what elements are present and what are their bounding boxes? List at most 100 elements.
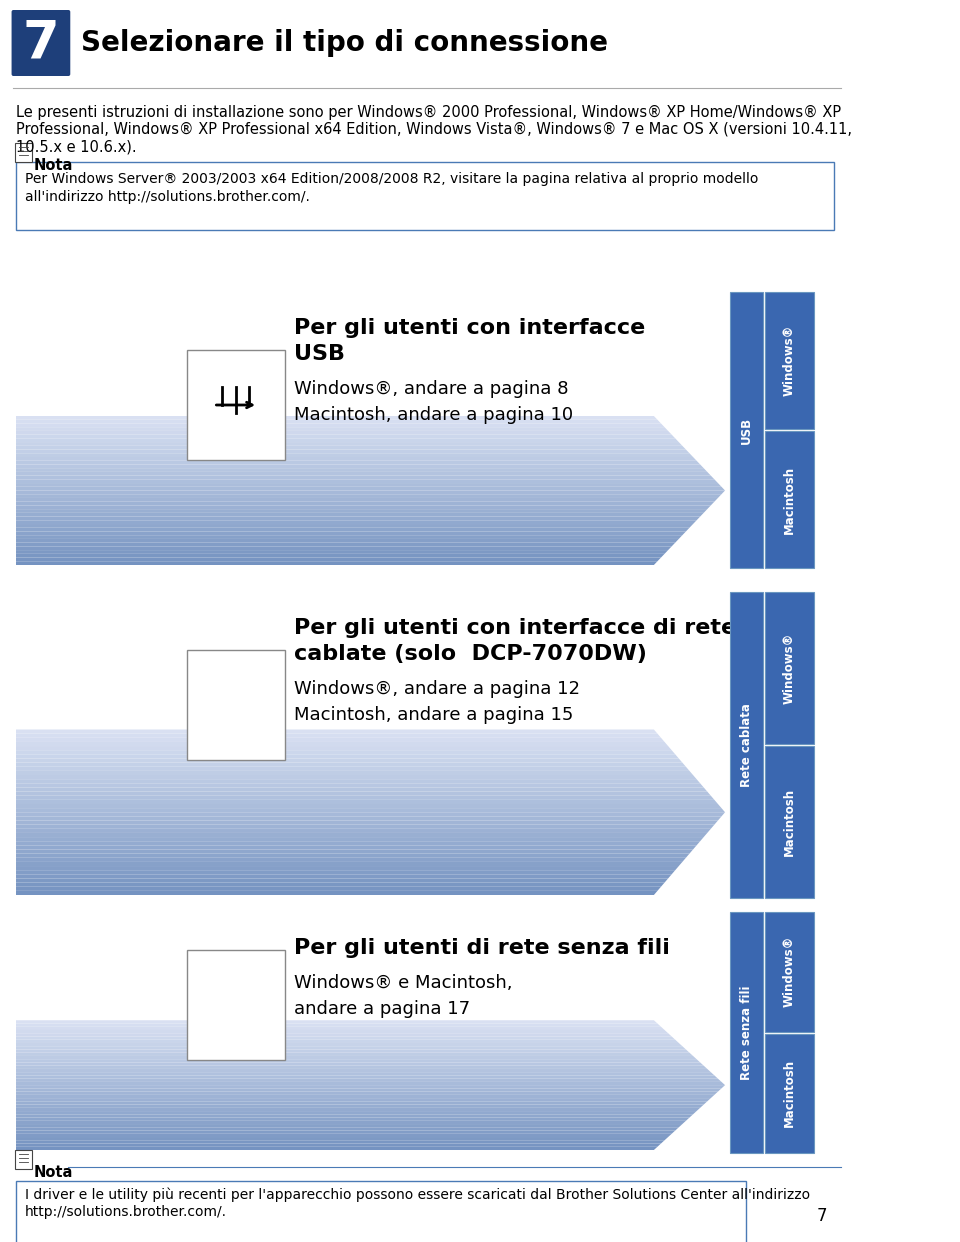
Polygon shape: [16, 468, 708, 472]
Polygon shape: [16, 825, 714, 828]
Polygon shape: [16, 1020, 658, 1023]
Bar: [187, 350, 285, 460]
Bar: [765, 431, 814, 568]
Polygon shape: [16, 1062, 704, 1066]
Polygon shape: [16, 1086, 725, 1088]
Text: Macintosh: Macintosh: [783, 787, 796, 856]
Polygon shape: [16, 528, 689, 532]
Polygon shape: [16, 1144, 661, 1146]
Polygon shape: [16, 750, 675, 754]
Bar: [765, 592, 814, 744]
Text: Windows® e Macintosh,: Windows® e Macintosh,: [294, 974, 512, 992]
Polygon shape: [16, 461, 700, 465]
Polygon shape: [16, 483, 722, 487]
Polygon shape: [16, 1124, 683, 1128]
Text: Per Windows Server® 2003/2003 x64 Edition/2008/2008 R2, visitare la pagina relat: Per Windows Server® 2003/2003 x64 Editio…: [25, 171, 758, 186]
Polygon shape: [16, 442, 683, 446]
Polygon shape: [16, 517, 700, 520]
Polygon shape: [16, 520, 697, 524]
Polygon shape: [16, 841, 700, 846]
Polygon shape: [16, 858, 685, 862]
Polygon shape: [16, 1108, 700, 1112]
Polygon shape: [16, 1053, 693, 1056]
Polygon shape: [16, 494, 722, 498]
Polygon shape: [16, 1088, 722, 1092]
Polygon shape: [16, 759, 683, 763]
Polygon shape: [16, 729, 658, 734]
Text: andare a pagina 17: andare a pagina 17: [294, 1000, 469, 1018]
Polygon shape: [16, 487, 725, 491]
Bar: [187, 650, 285, 760]
Polygon shape: [16, 853, 689, 858]
Polygon shape: [16, 809, 725, 812]
Text: Windows®: Windows®: [783, 325, 796, 396]
Text: 10.5.x e 10.6.x).: 10.5.x e 10.6.x).: [16, 139, 136, 154]
Polygon shape: [16, 479, 718, 483]
Polygon shape: [16, 1056, 697, 1059]
Polygon shape: [16, 465, 704, 468]
Polygon shape: [16, 883, 664, 887]
Polygon shape: [16, 509, 708, 513]
Polygon shape: [16, 862, 683, 866]
Bar: [730, 592, 763, 898]
Text: Windows®: Windows®: [783, 936, 796, 1007]
Polygon shape: [16, 833, 708, 837]
Polygon shape: [16, 1076, 718, 1078]
Text: Nota: Nota: [34, 1165, 73, 1180]
Text: Macintosh, andare a pagina 10: Macintosh, andare a pagina 10: [294, 406, 573, 424]
Text: Selezionare il tipo di connessione: Selezionare il tipo di connessione: [81, 29, 608, 57]
Polygon shape: [16, 453, 693, 457]
Polygon shape: [16, 1092, 718, 1095]
Polygon shape: [16, 816, 722, 821]
Polygon shape: [16, 1043, 683, 1046]
Polygon shape: [16, 498, 718, 502]
Polygon shape: [16, 1130, 675, 1134]
Text: I driver e le utility più recenti per l'apparecchio possono essere scaricati dal: I driver e le utility più recenti per l'…: [25, 1187, 810, 1201]
Polygon shape: [16, 554, 664, 558]
Polygon shape: [16, 1136, 668, 1140]
Polygon shape: [16, 524, 693, 528]
Polygon shape: [16, 1040, 679, 1043]
Polygon shape: [16, 1033, 672, 1037]
Text: Per gli utenti di rete senza fili: Per gli utenti di rete senza fili: [294, 938, 669, 958]
Polygon shape: [16, 532, 685, 535]
FancyBboxPatch shape: [15, 1150, 32, 1169]
Polygon shape: [16, 775, 697, 779]
Polygon shape: [16, 734, 661, 738]
Polygon shape: [16, 784, 704, 787]
Bar: [765, 912, 814, 1032]
Polygon shape: [16, 738, 664, 741]
Polygon shape: [16, 874, 672, 878]
Polygon shape: [16, 1069, 710, 1072]
Text: Macintosh: Macintosh: [783, 1059, 796, 1128]
Polygon shape: [16, 543, 675, 546]
Text: 7: 7: [817, 1207, 828, 1225]
Polygon shape: [16, 1114, 693, 1118]
Polygon shape: [16, 438, 679, 442]
Polygon shape: [16, 1146, 658, 1150]
Polygon shape: [16, 804, 722, 809]
Polygon shape: [16, 446, 685, 450]
Polygon shape: [16, 491, 725, 494]
Text: Nota: Nota: [34, 158, 73, 173]
Polygon shape: [16, 502, 714, 505]
Polygon shape: [16, 1112, 697, 1114]
Polygon shape: [16, 1046, 685, 1049]
Bar: [730, 912, 763, 1153]
Polygon shape: [16, 1072, 714, 1076]
Bar: [16, 161, 834, 230]
Polygon shape: [16, 787, 708, 791]
Text: Professional, Windows® XP Professional x64 Edition, Windows Vista®, Windows® 7 e: Professional, Windows® XP Professional x…: [16, 122, 852, 137]
Bar: [765, 746, 814, 898]
Polygon shape: [16, 1102, 708, 1104]
Polygon shape: [16, 878, 668, 883]
Polygon shape: [16, 420, 661, 424]
Polygon shape: [16, 1078, 722, 1082]
Text: USB: USB: [294, 344, 345, 364]
Polygon shape: [16, 427, 668, 431]
Text: Rete senza fili: Rete senza fili: [740, 985, 753, 1079]
Text: Per gli utenti con interfacce di rete: Per gli utenti con interfacce di rete: [294, 619, 735, 638]
Polygon shape: [16, 505, 710, 509]
Polygon shape: [16, 1095, 714, 1098]
Text: Rete cablata: Rete cablata: [740, 703, 753, 787]
